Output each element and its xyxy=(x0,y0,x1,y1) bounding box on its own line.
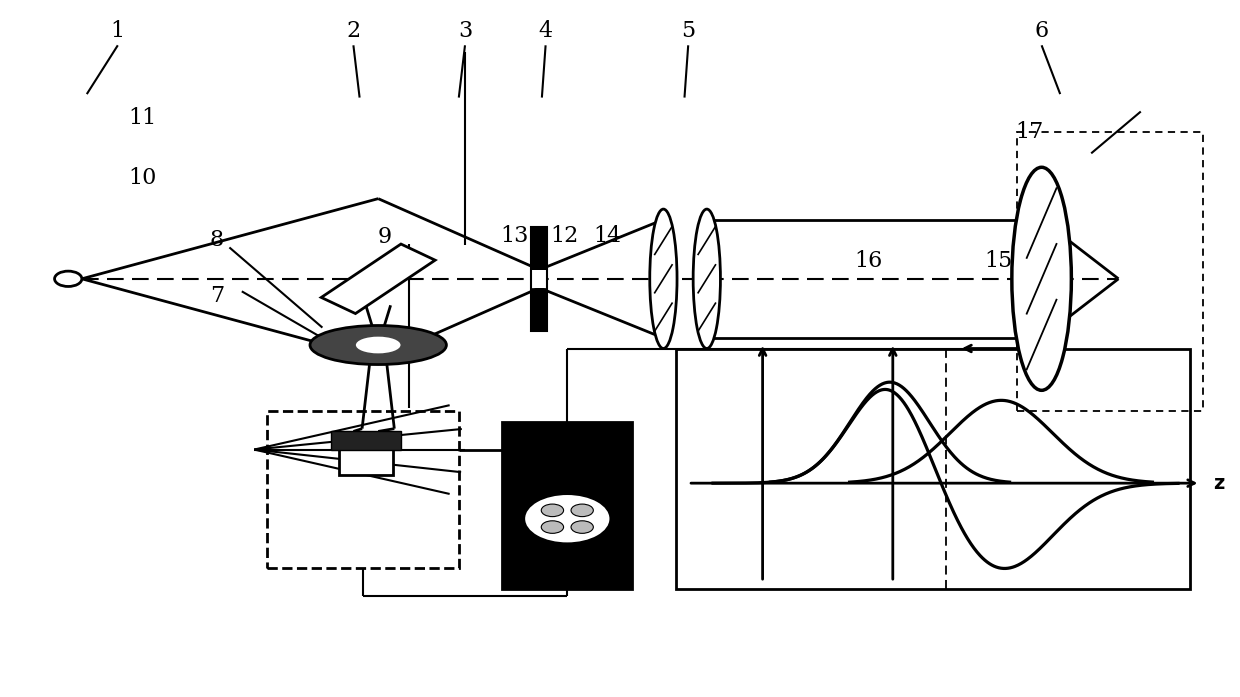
Circle shape xyxy=(526,495,610,542)
Ellipse shape xyxy=(310,325,446,365)
Circle shape xyxy=(541,521,563,533)
Text: 13: 13 xyxy=(501,224,528,247)
Text: 5: 5 xyxy=(681,20,696,43)
Text: 10: 10 xyxy=(129,167,156,189)
Polygon shape xyxy=(321,244,435,314)
Bar xyxy=(331,431,401,450)
Text: 12: 12 xyxy=(551,224,578,247)
Text: 6: 6 xyxy=(1034,20,1049,43)
Ellipse shape xyxy=(650,209,677,348)
Text: 2: 2 xyxy=(346,20,361,43)
Text: 1: 1 xyxy=(110,20,125,43)
Bar xyxy=(532,227,548,270)
Text: 16: 16 xyxy=(854,250,882,273)
Circle shape xyxy=(572,504,594,516)
Text: 14: 14 xyxy=(594,224,621,247)
Bar xyxy=(1017,132,1203,411)
Ellipse shape xyxy=(693,209,720,348)
Circle shape xyxy=(541,504,563,516)
Bar xyxy=(267,411,459,568)
Ellipse shape xyxy=(356,337,401,353)
Bar xyxy=(339,449,393,475)
Bar xyxy=(532,270,548,288)
Text: 9: 9 xyxy=(377,226,392,248)
Text: 4: 4 xyxy=(538,20,553,43)
Text: 17: 17 xyxy=(1016,121,1043,144)
Bar xyxy=(532,227,548,331)
Text: 8: 8 xyxy=(210,229,224,252)
Ellipse shape xyxy=(1012,167,1071,390)
Bar xyxy=(532,288,548,331)
Text: z: z xyxy=(1213,474,1224,493)
Bar xyxy=(502,422,632,589)
Text: 7: 7 xyxy=(210,285,224,307)
Bar xyxy=(676,348,1190,589)
Text: 11: 11 xyxy=(129,107,156,130)
Text: 15: 15 xyxy=(985,250,1012,273)
Text: 3: 3 xyxy=(458,20,472,43)
Circle shape xyxy=(572,521,594,533)
